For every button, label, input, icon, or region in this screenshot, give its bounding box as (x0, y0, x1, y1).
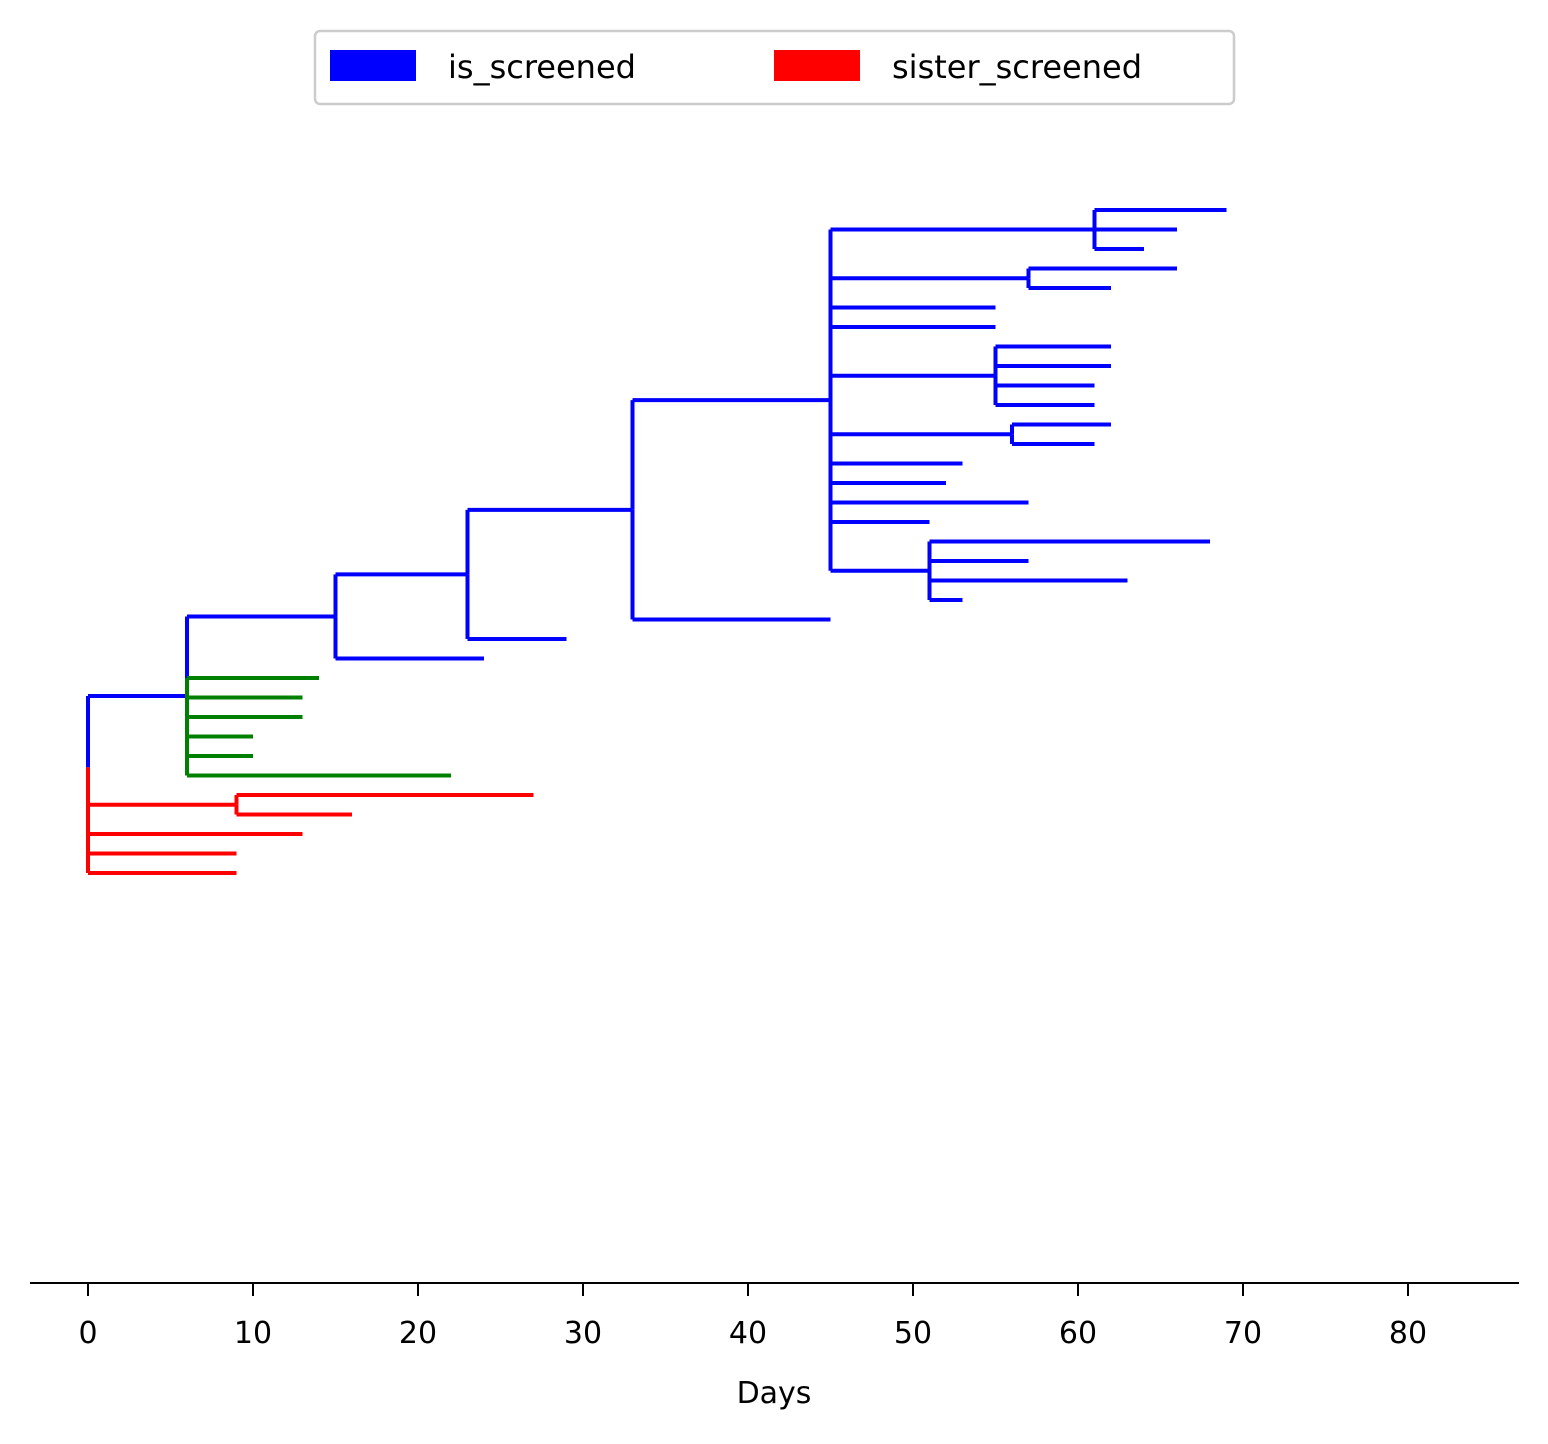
x-tick-label-30: 30 (564, 1316, 602, 1351)
x-tick-label-0: 0 (78, 1316, 97, 1351)
x-axis-ticks: 0 10 20 30 40 50 60 70 80 (78, 1283, 1427, 1351)
legend: is_screened sister_screened (313, 29, 1236, 106)
x-tick-label-70: 70 (1224, 1316, 1262, 1351)
x-axis: 0 10 20 30 40 50 60 70 80 Days (30, 1282, 1519, 1411)
x-tick-label-20: 20 (399, 1316, 437, 1351)
x-tick-label-50: 50 (894, 1316, 932, 1351)
x-tick-label-40: 40 (729, 1316, 767, 1351)
x-tick-label-60: 60 (1059, 1316, 1097, 1351)
tree-branches (86, 208, 1227, 875)
legend-swatch-sister-screened (774, 50, 860, 81)
x-tick-label-80: 80 (1389, 1316, 1427, 1351)
legend-label-sister-screened: sister_screened (892, 48, 1142, 86)
x-axis-label: Days (737, 1376, 812, 1411)
legend-label-is-screened: is_screened (448, 48, 636, 86)
x-tick-label-10: 10 (234, 1316, 272, 1351)
legend-swatch-is-screened (330, 50, 416, 81)
